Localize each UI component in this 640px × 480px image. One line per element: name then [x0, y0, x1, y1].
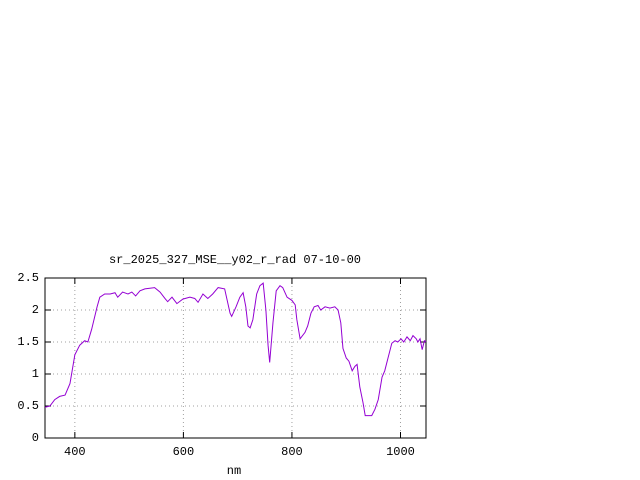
- y-tick-label: 1.5: [17, 335, 39, 349]
- x-tick-label: 400: [64, 445, 86, 459]
- x-axis-label: nm: [227, 464, 241, 478]
- x-tick-label: 1000: [386, 445, 415, 459]
- plot-border: [44, 277, 427, 439]
- data-line: [44, 282, 427, 417]
- x-tick-label: 600: [173, 445, 195, 459]
- x-tick-label: 800: [281, 445, 303, 459]
- chart-title: sr_2025_327_MSE__y02_r_rad 07-10-00: [109, 253, 361, 267]
- y-tick-label: 1: [32, 367, 39, 381]
- y-tick-label: 2.5: [17, 271, 39, 285]
- y-tick-label: 0: [32, 431, 39, 445]
- y-tick-label: 2: [32, 303, 39, 317]
- y-tick-label: 0.5: [17, 399, 39, 413]
